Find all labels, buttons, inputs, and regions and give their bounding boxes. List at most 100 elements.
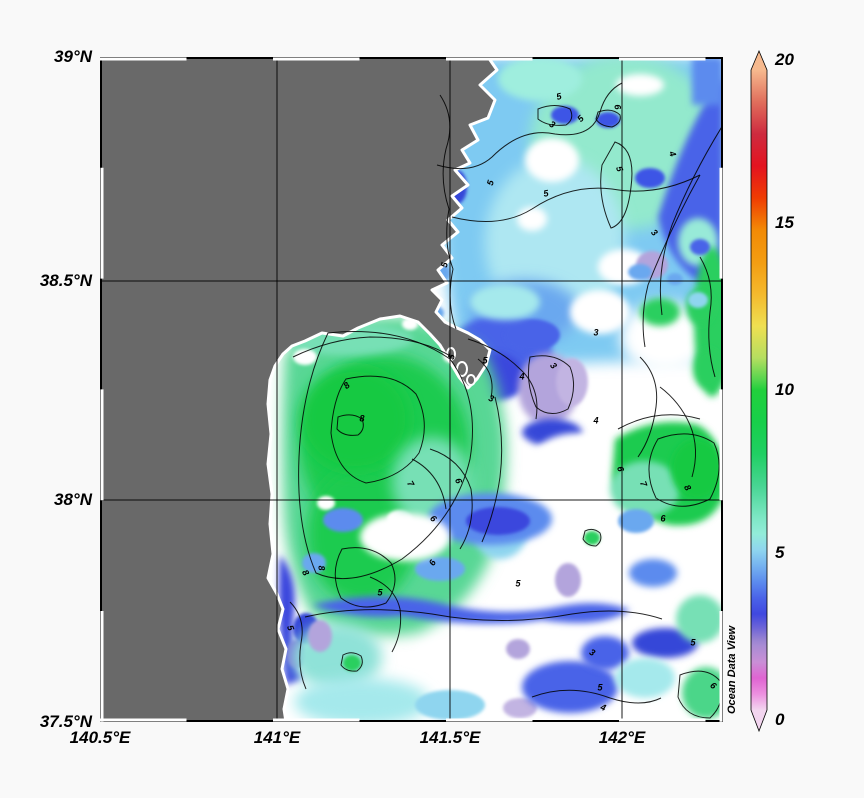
contour-label: 5	[485, 178, 496, 186]
field-blob	[302, 553, 326, 573]
contour-label: 4	[592, 415, 598, 425]
y-tick-38_5N: 38.5°N	[39, 271, 92, 290]
cbar-tick-20: 20	[775, 50, 794, 69]
field-blob	[343, 655, 361, 671]
field-blob	[690, 239, 710, 255]
contour-label: 5	[446, 352, 457, 361]
contour-label: 5	[597, 682, 603, 692]
field-blob	[551, 106, 579, 124]
ocean-data-view-credit: Ocean Data View	[726, 625, 738, 714]
field-blob	[294, 678, 430, 720]
x-tick-141_5E: 141.5°E	[419, 728, 481, 747]
contour-label: 7	[638, 480, 649, 489]
field-blob	[692, 59, 721, 105]
field-blob	[671, 439, 721, 499]
field-blob	[693, 349, 721, 389]
contour-label: 6	[708, 680, 719, 692]
field-blob	[317, 496, 335, 510]
field-blob	[525, 138, 579, 182]
contour-label: 5	[285, 624, 296, 633]
contour-label: 8	[341, 380, 351, 391]
x-tick-140_5E: 140.5°E	[69, 728, 131, 747]
field-blob	[515, 465, 595, 509]
contour-label: 3	[588, 647, 597, 658]
field-blob	[517, 207, 547, 231]
field-blob	[610, 461, 680, 517]
field-blob	[632, 628, 698, 658]
field-blob	[620, 302, 710, 372]
contour-label: 6	[453, 477, 464, 486]
colorbar	[750, 49, 768, 733]
contour-label: 3	[593, 327, 598, 337]
field-blob	[503, 698, 537, 718]
field-blob	[688, 292, 708, 308]
field-blob	[415, 557, 465, 581]
field-blob	[504, 319, 560, 351]
cbar-tick-5: 5	[775, 543, 785, 562]
field-blob	[628, 264, 652, 280]
contour-label: 4	[667, 149, 678, 158]
field-blob	[584, 531, 600, 545]
field-blob	[555, 563, 581, 597]
field-blob	[682, 667, 721, 719]
contour-label: 6	[427, 557, 439, 567]
field-blob	[581, 636, 629, 670]
y-tick-37_5N: 37.5°N	[39, 712, 92, 731]
contour-label: 5	[555, 91, 563, 102]
field-blob	[498, 59, 582, 101]
contour-label: 3	[548, 119, 557, 130]
field-blob	[360, 513, 450, 561]
field-blob	[293, 349, 317, 365]
x-tick-142E: 142°E	[598, 728, 646, 747]
contour-label: 4	[518, 371, 524, 381]
field-blob	[506, 639, 530, 659]
field-blob	[629, 559, 677, 587]
contour-label: 8	[359, 413, 364, 423]
contour-label: 5	[439, 261, 450, 269]
field-blob	[570, 290, 630, 334]
field-blob	[635, 168, 665, 188]
contour-label: 5	[575, 113, 586, 124]
contour-label: 3	[649, 227, 660, 238]
colorbar-gradient	[750, 49, 768, 733]
graticule	[100, 57, 723, 722]
contour-label: 5	[377, 587, 383, 597]
field-blob	[323, 508, 363, 532]
field-blob	[618, 509, 654, 533]
contour-label: 6	[615, 465, 626, 473]
cbar-tick-0: 0	[775, 710, 785, 729]
y-tick-38N: 38°N	[54, 490, 92, 509]
x-tick-141E: 141°E	[253, 728, 301, 747]
contour-label: 6	[612, 104, 623, 112]
field-blob	[308, 620, 332, 652]
land-mass	[100, 57, 499, 722]
contour-label: 8	[682, 483, 693, 492]
contour-label: 5	[482, 355, 488, 365]
cbar-tick-15: 15	[775, 213, 794, 232]
field-blob	[667, 273, 683, 285]
field-blob	[470, 284, 540, 320]
contour-label: 5	[515, 578, 521, 588]
field-blob	[522, 661, 618, 713]
contour-label: 6	[660, 513, 666, 523]
contour-label: 5	[690, 637, 696, 647]
island	[466, 374, 476, 386]
contour-label: 5	[614, 165, 625, 174]
contour-label: 8	[300, 568, 311, 577]
field-blob	[300, 367, 410, 471]
contour-label: 3	[548, 360, 559, 370]
field-blob	[676, 595, 721, 643]
field-blob	[556, 358, 588, 406]
field-blob	[466, 507, 530, 535]
contour-label: 4	[598, 702, 607, 713]
field-blob	[616, 74, 664, 96]
y-tick-39N: 39°N	[54, 47, 92, 66]
map-frame	[100, 57, 723, 722]
contour-label: 3	[487, 393, 495, 404]
field-blob	[430, 651, 510, 679]
field-blob	[640, 298, 680, 326]
contour-label: 8	[316, 565, 326, 571]
